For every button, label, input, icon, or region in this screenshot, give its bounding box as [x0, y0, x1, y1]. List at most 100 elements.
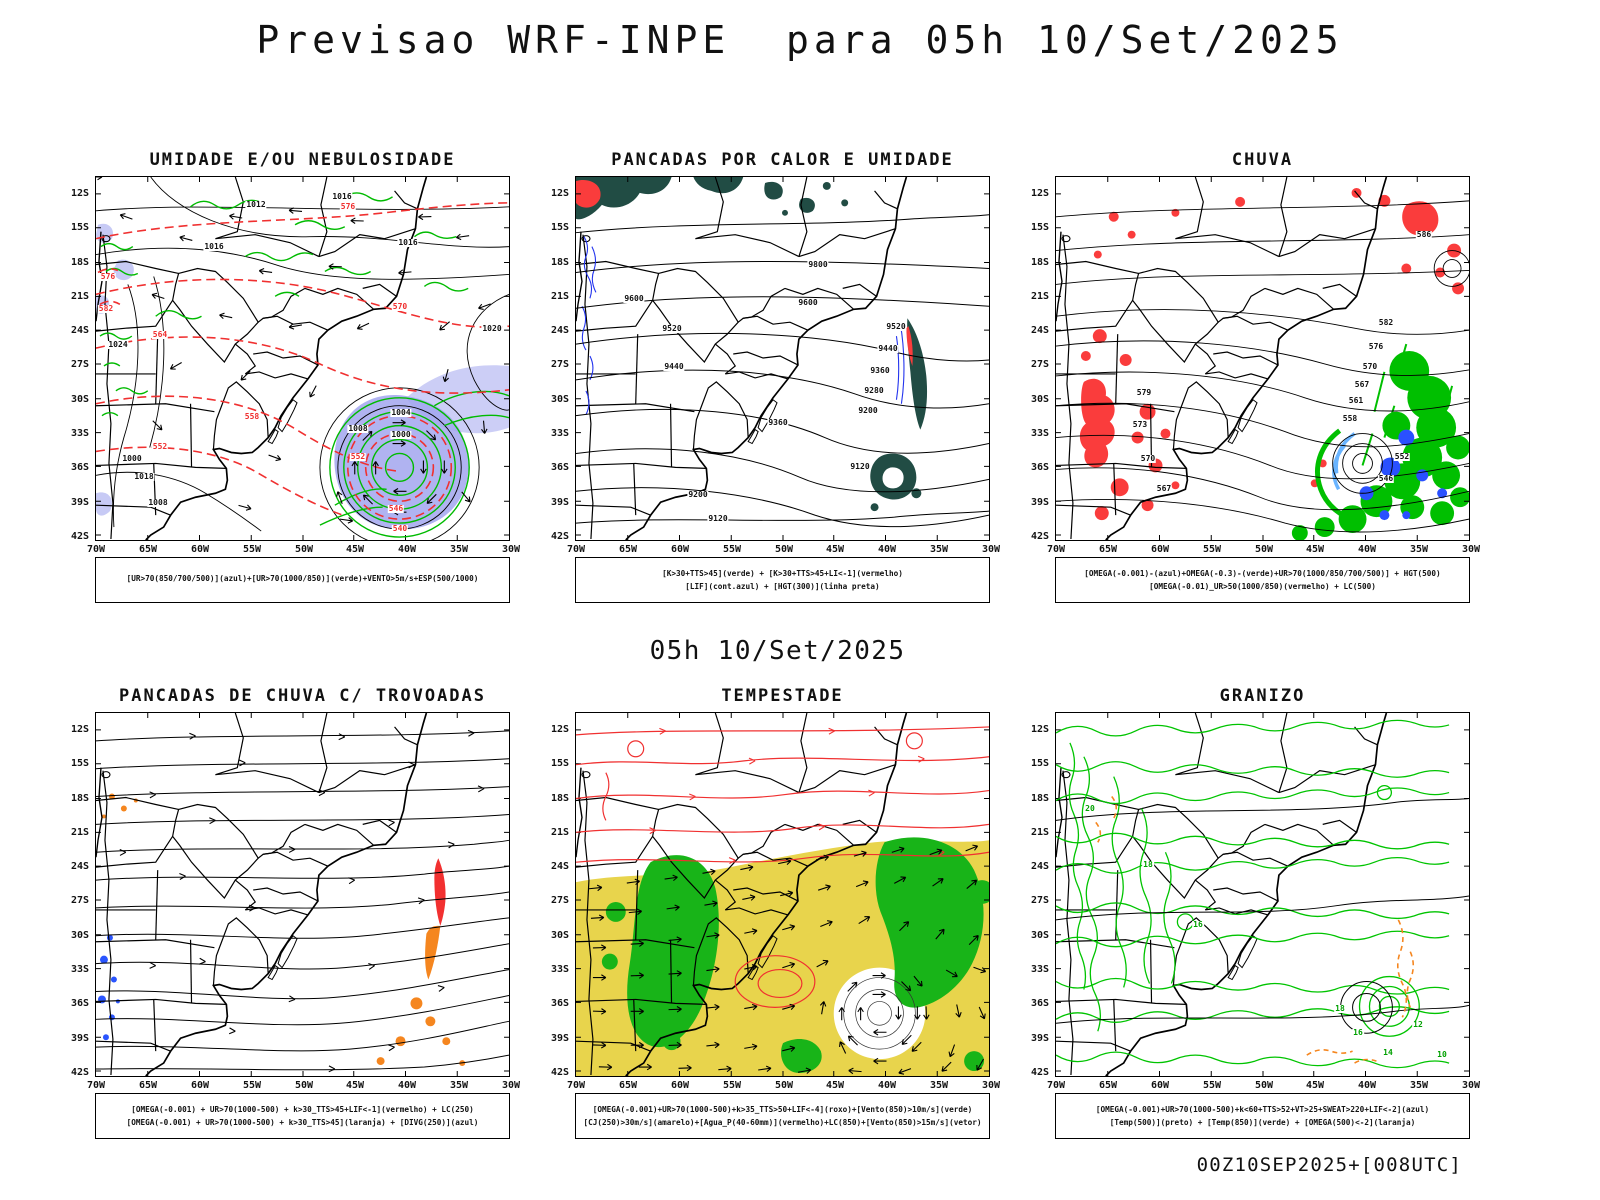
lat-label: 12S	[550, 188, 569, 199]
map-granizo: 18 16 14 12 10 20 18 16 12S 15S 18S 21S 24S 27S 30S 33…	[1031, 712, 1480, 1091]
lon-label: 45W	[345, 1080, 365, 1091]
temp500-black-contours	[1056, 798, 1469, 1034]
lon-label: 35W	[929, 1080, 949, 1091]
lat-label: 33S	[70, 964, 89, 975]
streamlines-layer	[96, 730, 509, 1071]
lon-label: 65W	[138, 544, 158, 555]
lat-label: 27S	[550, 895, 569, 906]
lat-label: 30S	[1030, 394, 1049, 405]
lon-label: 60W	[1150, 1080, 1170, 1091]
legend-line: [K>30+TTS>45](verde) + [K>30+TTS>45+LI<-…	[662, 569, 903, 579]
shower-orange-fill	[101, 793, 466, 1067]
lat-label: 39S	[1030, 1033, 1049, 1044]
lon-label: 70W	[1046, 544, 1066, 555]
lat-axis: 12S 15S 18S 21S 24S 27S 30S 33S 36S 39S 42S	[60, 713, 92, 1078]
omega-orange-dashed	[1095, 796, 1415, 1064]
lat-label: 33S	[1030, 964, 1049, 975]
lon-label: 30W	[501, 544, 521, 555]
divergence-blue-specks	[97, 934, 120, 1041]
lon-label: 50W	[1254, 1080, 1274, 1091]
map-chuva: 586 582 576 570 567 561 558 552 546 579 573 570 567 …	[1031, 176, 1480, 555]
lat-label: 15S	[1030, 222, 1049, 233]
lon-label: 35W	[929, 544, 949, 555]
lon-label: 35W	[1409, 544, 1429, 555]
storm-green-fill	[601, 837, 989, 1074]
lat-label: 42S	[70, 531, 89, 542]
lon-axis: 70W 65W 60W 55W 50W 45W 40W 35W 30W	[1047, 1080, 1480, 1094]
lat-axis: 12S 15S 18S 21S 24S 27S 30S 33S 36S 39S 42S	[540, 713, 572, 1078]
lon-label: 55W	[242, 1080, 262, 1091]
lat-label: 21S	[1030, 827, 1049, 838]
lat-label: 36S	[550, 462, 569, 473]
lon-label: 60W	[670, 544, 690, 555]
lon-label: 65W	[618, 1080, 638, 1091]
lon-label: 35W	[449, 1080, 469, 1091]
lat-label: 36S	[70, 998, 89, 1009]
lat-label: 30S	[550, 394, 569, 405]
lon-label: 50W	[1254, 544, 1274, 555]
legend-line: [UR>70(850/700/500)](azul)+[UR>70(1000/8…	[126, 573, 479, 583]
lat-label: 27S	[1030, 895, 1049, 906]
lon-label: 65W	[138, 1080, 158, 1091]
lon-axis: 70W 65W 60W 55W 50W 45W 40W 35W 30W	[87, 1080, 520, 1094]
lat-label: 24S	[550, 325, 569, 336]
lat-label: 36S	[70, 462, 89, 473]
panel-title: PANCADAS DE CHUVA C/ TROVOADAS	[118, 686, 487, 706]
lon-label: 30W	[501, 1080, 521, 1091]
panel-granizo: GRANIZO	[1031, 686, 1480, 1146]
map-trovoadas: 12S 15S 18S 21S 24S 27S 30S 33S 36S 39S 42S 70W 65W…	[71, 712, 520, 1091]
legend-line: [OMEGA(-0.001)+UR>70(1000-500)+k>35_TTS>…	[592, 1105, 973, 1115]
lon-label: 60W	[190, 544, 210, 555]
lon-label: 70W	[1046, 1080, 1066, 1091]
lon-label: 70W	[86, 544, 106, 555]
lat-label: 21S	[1030, 291, 1049, 302]
lat-label: 21S	[550, 827, 569, 838]
lon-label: 45W	[1305, 1080, 1325, 1091]
lat-axis: 12S 15S 18S 21S 24S 27S 30S 33S 36S 39S 42S	[1020, 177, 1052, 542]
lat-label: 33S	[70, 428, 89, 439]
lat-axis: 12S 15S 18S 21S 24S 27S 30S 33S 36S 39S 42S	[540, 177, 572, 542]
lat-label: 12S	[1030, 188, 1049, 199]
mid-date-label: 05h 10/Set/2025	[649, 636, 906, 666]
lon-label: 50W	[294, 1080, 314, 1091]
lat-label: 39S	[1030, 497, 1049, 508]
lon-axis: 70W 65W 60W 55W 50W 45W 40W 35W 30W	[567, 1080, 1000, 1094]
lat-label: 18S	[1030, 257, 1049, 268]
rain-red-fill	[1079, 187, 1465, 521]
lat-label: 30S	[70, 394, 89, 405]
legend-line: [LIF](cont.azul) + [HGT(300)](linha pret…	[685, 581, 880, 591]
lon-axis: 70W 65W 60W 55W 50W 45W 40W 35W 30W	[567, 544, 1000, 558]
lon-label: 55W	[722, 1080, 742, 1091]
temp850-green-contours	[1056, 719, 1450, 1069]
legend-line: [OMEGA(-0.01)_UR>50(1000/850)(vermelho) …	[1149, 581, 1376, 591]
lon-label: 40W	[1357, 544, 1377, 555]
lat-label: 27S	[70, 895, 89, 906]
lon-label: 40W	[877, 544, 897, 555]
lat-label: 30S	[70, 930, 89, 941]
lat-label: 21S	[70, 827, 89, 838]
panel-pancadas-calor: PANCADAS POR CALOR E UMIDADE	[551, 150, 1000, 610]
lat-label: 15S	[70, 222, 89, 233]
legend-box: [K>30+TTS>45](verde) + [K>30+TTS>45+LI<-…	[575, 557, 990, 603]
hgt500-black-contours	[1056, 200, 1469, 533]
panel-title: TEMPESTADE	[721, 686, 844, 706]
map-granizo-svg	[1056, 713, 1469, 1076]
map-pancadas-calor: 9800 9600 9600 9520 9520 9440 9440 9360 9280 9200…	[551, 176, 1000, 555]
legend-line: [OMEGA(-0.001)+UR>70(1000-500)+k<60+TTS>…	[1095, 1105, 1430, 1115]
lon-label: 35W	[449, 544, 469, 555]
lat-label: 12S	[70, 188, 89, 199]
page-title: Previsao WRF-INPE para 05h 10/Set/2025	[256, 18, 1344, 62]
lon-label: 70W	[566, 544, 586, 555]
lon-label: 55W	[1202, 1080, 1222, 1091]
map-chuva-svg	[1056, 177, 1469, 540]
map-umidade: 1012 1016 1016 1016 1024 1018 1008 1000 1020 1008…	[71, 176, 520, 555]
lon-axis: 70W 65W 60W 55W 50W 45W 40W 35W 30W	[1047, 544, 1480, 558]
lat-label: 36S	[1030, 462, 1049, 473]
panel-chuva: CHUVA	[1031, 150, 1480, 610]
lat-label: 18S	[1030, 793, 1049, 804]
legend-box: [OMEGA(-0.001)+UR>70(1000-500)+k>35_TTS>…	[575, 1093, 990, 1139]
lat-label: 12S	[1030, 724, 1049, 735]
rain-lightblue-arcs	[1332, 432, 1356, 491]
lat-label: 12S	[70, 724, 89, 735]
shower-red-fill	[434, 858, 446, 926]
